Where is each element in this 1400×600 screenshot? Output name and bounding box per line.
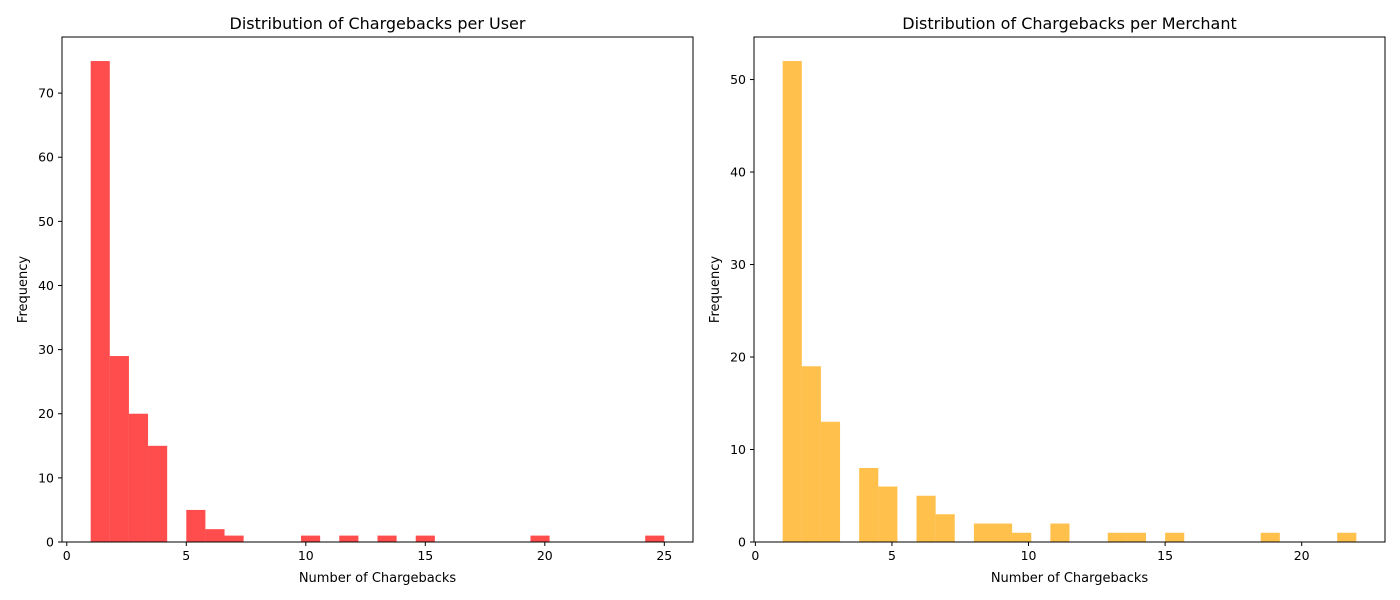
y-tick-label: 40 [38, 278, 54, 293]
histogram-bar [415, 535, 435, 542]
x-tick-label: 5 [888, 548, 896, 563]
y-tick-label: 40 [730, 165, 746, 180]
ticks-group: 0 5 10 15 20 25 0 10 20 30 40 50 60 70 [38, 86, 672, 563]
plot-frame [61, 36, 694, 543]
histogram-bar [973, 523, 994, 542]
y-axis-label: Frequency [708, 256, 723, 323]
y-tick-label: 30 [730, 257, 746, 272]
histogram-bar [301, 535, 321, 542]
histogram-bar [1107, 532, 1127, 542]
x-tick-label: 20 [537, 548, 553, 563]
x-tick-label: 0 [63, 548, 71, 563]
y-tick-label: 10 [38, 470, 54, 485]
x-axis-label: Number of Chargebacks [991, 571, 1149, 586]
histogram-bar [1050, 523, 1070, 542]
histogram-bar [186, 509, 206, 542]
x-tick-label: 10 [298, 548, 314, 563]
x-tick-label: 20 [1294, 548, 1310, 563]
x-tick-label: 15 [417, 548, 433, 563]
histogram-bar [377, 535, 397, 542]
y-tick-label: 10 [730, 442, 746, 457]
histogram-bar [1337, 532, 1357, 542]
histogram-bar [859, 468, 879, 542]
y-tick-label: 0 [46, 535, 54, 550]
chart-title: Distribution of Chargebacks per Merchant [902, 14, 1237, 33]
histogram-bar [1012, 532, 1032, 542]
histogram-bar [820, 421, 841, 542]
user-chargebacks-histogram: Distribution of Chargebacks per User 0 5 1… [16, 14, 694, 586]
y-tick-label: 50 [730, 72, 746, 87]
y-tick-label: 70 [38, 86, 54, 101]
histogram-bar [339, 535, 359, 542]
y-tick-label: 60 [38, 150, 54, 165]
y-tick-label: 20 [38, 406, 54, 421]
histogram-bar [782, 61, 802, 543]
x-tick-label: 10 [1021, 548, 1037, 563]
plot-frame [753, 36, 1386, 543]
y-tick-label: 30 [38, 342, 54, 357]
x-tick-label: 5 [182, 548, 190, 563]
y-tick-label: 50 [38, 214, 54, 229]
chart-title: Distribution of Chargebacks per User [230, 14, 526, 33]
histogram-bar [224, 535, 244, 542]
x-axis-label: Number of Chargebacks [299, 571, 457, 586]
histogram-bar [90, 61, 110, 543]
y-axis-label: Frequency [16, 256, 31, 323]
histogram-bar [801, 366, 821, 542]
histogram-bar [935, 514, 955, 542]
bars-group [90, 61, 665, 543]
histogram-bar [1126, 532, 1146, 542]
bars-group [782, 61, 1357, 543]
x-tick-label: 0 [751, 548, 759, 563]
histogram-bar [205, 529, 225, 542]
histogram-bar [1260, 532, 1280, 542]
ticks-group: 0 5 10 15 20 0 10 20 30 40 50 [730, 72, 1310, 563]
histogram-bar [1165, 532, 1185, 542]
histogram-bar [128, 413, 149, 542]
x-tick-label: 15 [1157, 548, 1173, 563]
histogram-bar [993, 523, 1013, 542]
x-tick-label: 25 [656, 548, 672, 563]
histogram-bar [645, 535, 665, 542]
merchant-chargebacks-histogram: Distribution of Chargebacks per Merchant… [708, 14, 1386, 586]
histogram-bar [109, 356, 129, 542]
histogram-bar [148, 445, 168, 542]
y-tick-label: 20 [730, 350, 746, 365]
y-tick-label: 0 [738, 535, 746, 550]
histogram-bar [916, 495, 936, 542]
histogram-bar [530, 535, 550, 542]
histogram-bar [878, 486, 898, 542]
